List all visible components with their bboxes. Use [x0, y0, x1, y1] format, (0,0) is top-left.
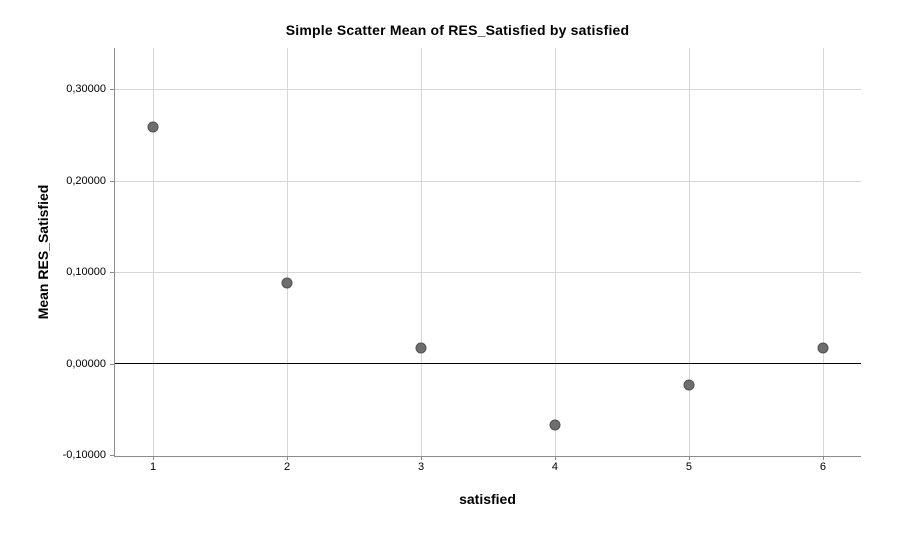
x-tick-mark: [688, 456, 690, 460]
x-tick-label: 6: [819, 461, 826, 473]
h-gridline: [115, 89, 861, 91]
x-tick-mark: [287, 456, 289, 460]
y-tick-label: -0,10000: [62, 449, 106, 462]
h-gridline: [115, 272, 861, 274]
v-gridline: [822, 48, 824, 456]
x-tick-label: 3: [417, 461, 425, 473]
h-gridline: [115, 180, 861, 182]
data-point: [147, 121, 159, 133]
v-gridline: [421, 48, 422, 456]
y-tick-mark: [110, 180, 115, 182]
y-tick-mark: [110, 455, 115, 457]
v-gridline: [287, 48, 289, 456]
v-gridline: [554, 48, 556, 456]
x-tick-mark: [421, 456, 422, 460]
y-tick-label: 0,30000: [66, 83, 106, 96]
y-tick-mark: [110, 363, 115, 365]
y-axis-label: Mean RES_Satisfied: [35, 184, 51, 320]
x-tick-label: 1: [149, 461, 157, 473]
chart-title: Simple Scatter Mean of RES_Satisfied by …: [285, 22, 630, 38]
x-tick-mark: [822, 456, 824, 460]
v-gridline: [153, 48, 155, 456]
plot-area: 1 2 3 4 5 6 0,30000 0,20000 0,10000 0,00000 -0,100…: [63, 48, 861, 473]
x-tick-label: 2: [283, 461, 291, 473]
x-axis-label: satisfied: [459, 491, 516, 507]
data-point: [281, 277, 293, 289]
x-tick-mark: [554, 456, 556, 460]
data-point: [683, 379, 695, 391]
x-tick-mark: [153, 456, 155, 460]
y-tick-label: 0,10000: [66, 266, 106, 279]
y-tick-label: 0,20000: [66, 174, 106, 187]
x-tick-label: 5: [685, 461, 693, 473]
data-point: [817, 342, 829, 354]
y-tick-mark: [110, 89, 115, 91]
v-gridline: [688, 48, 690, 456]
data-point: [415, 342, 427, 354]
zero-reference-line: [115, 362, 861, 365]
y-tick-label: 0,00000: [66, 357, 106, 370]
y-tick-mark: [110, 272, 115, 274]
data-point: [549, 419, 561, 431]
x-tick-label: 4: [551, 461, 559, 473]
